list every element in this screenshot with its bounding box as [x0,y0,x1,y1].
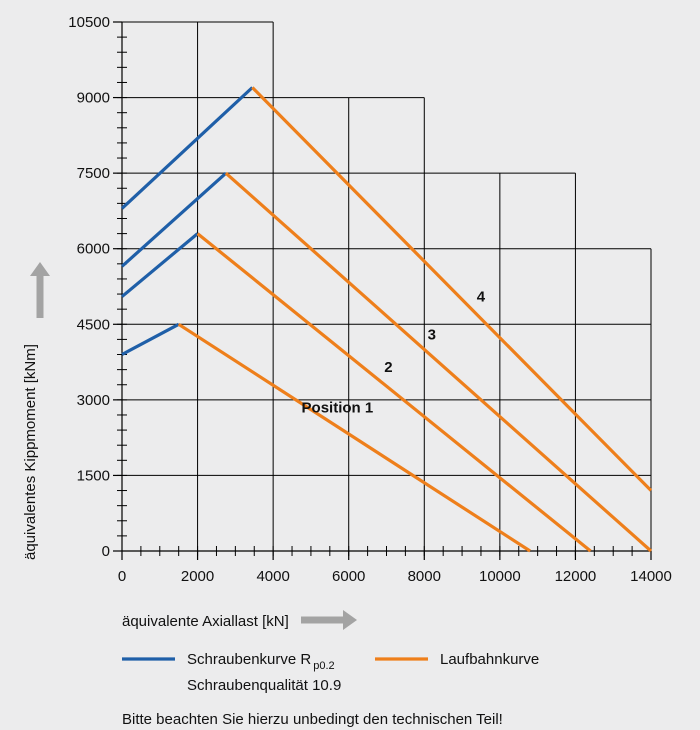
x-tick-label: 8000 [408,568,441,585]
x-tick-label: 2000 [181,568,214,585]
y-tick-label: 1500 [77,467,110,484]
curve-label: Position 1 [302,399,374,416]
curve-label: 4 [477,289,486,306]
y-tick-label: 10500 [68,14,110,31]
axes [121,22,651,552]
x-tick-label: 12000 [555,568,597,585]
y-tick-labels: 0 1500 3000 4500 6000 7500 9000 10500 [68,14,110,560]
y-tick-label: 3000 [77,392,110,409]
y-axis-title-group: äquivalentes Kippmoment [kNm] [22,262,50,560]
legend-bolt-label-line2: Schraubenqualität 10.9 [187,677,341,694]
bolt-curve-1 [121,322,180,356]
raceway-curve-2 [196,232,592,553]
bolt-curve-3 [120,171,227,268]
y-tick-label: 0 [102,543,110,560]
raceway-curve-3 [224,171,653,553]
x-axis-label: äquivalente Axiallast [kN] [122,613,289,630]
x-tick-label: 10000 [479,568,521,585]
bolt-curve-2 [120,232,199,298]
curve-label: 3 [428,326,436,343]
legend-raceway-label: Laufbahnkurve [440,651,539,668]
series-group [120,86,653,553]
raceway-curve-1 [177,322,531,553]
curve-label: 2 [384,359,392,376]
x-tick-label: 4000 [256,568,289,585]
y-axis-label: äquivalentes Kippmoment [kNm] [22,344,39,560]
x-tick-labels: 0 2000 4000 6000 8000 10000 12000 14000 [118,568,672,585]
bolt-curve-4 [120,86,254,210]
arrow-right-icon [301,610,357,630]
grid [122,21,652,551]
x-tick-label: 6000 [332,568,365,585]
footnote: Bitte beachten Sie hierzu unbedingt den … [122,711,503,728]
y-tick-label: 6000 [77,241,110,258]
y-tick-label: 4500 [77,316,110,333]
x-tick-label: 0 [118,568,126,585]
annotations: Position 1 2 3 4 [302,289,486,417]
x-axis-title-group: äquivalente Axiallast [kN] [122,610,357,630]
y-tick-label: 9000 [77,90,110,107]
arrow-up-icon [30,262,50,318]
raceway-curve-4 [251,86,653,492]
y-tick-label: 7500 [77,165,110,182]
x-tick-label: 14000 [630,568,672,585]
